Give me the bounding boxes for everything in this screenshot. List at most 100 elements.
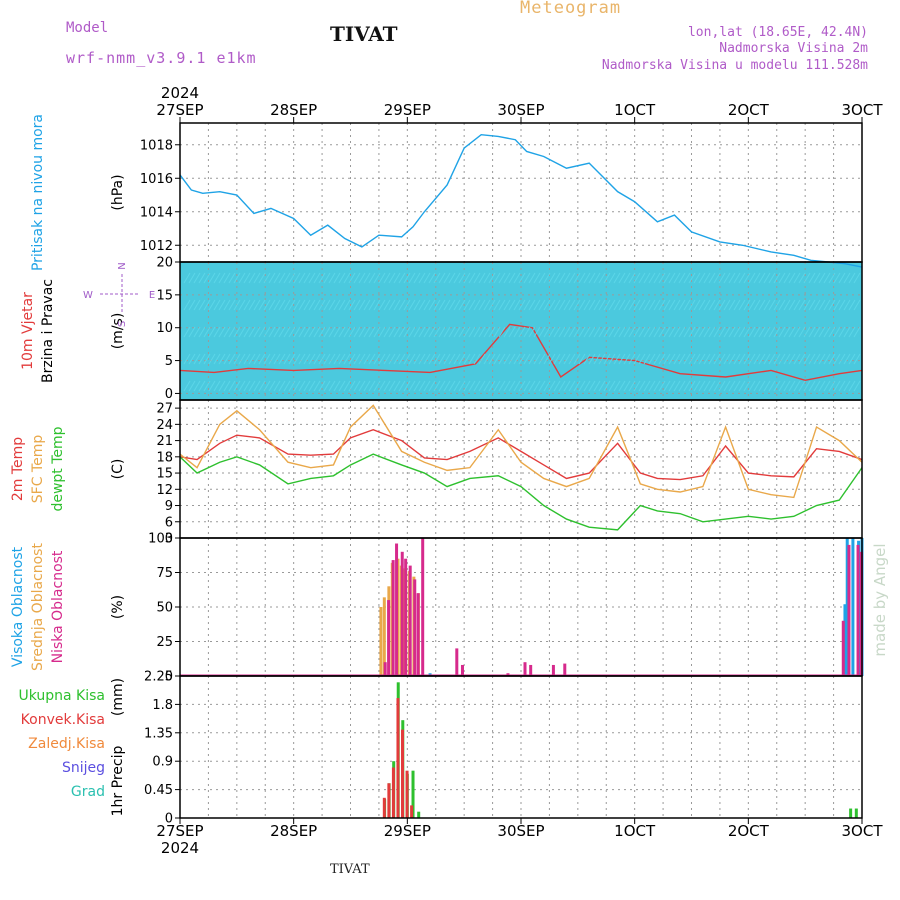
time-label-top: 3OCT	[842, 101, 884, 119]
wind-barb	[718, 326, 726, 338]
wind-barb	[248, 326, 256, 338]
wind-barb	[313, 380, 321, 392]
wind-barb	[783, 272, 791, 284]
wind-barb	[778, 380, 786, 392]
wind-barb	[793, 299, 801, 311]
wind-barb	[473, 380, 481, 392]
wind-barb	[748, 272, 756, 284]
wind-barb	[533, 353, 541, 365]
wind-barb	[693, 299, 701, 311]
wind-barb	[338, 326, 346, 338]
wind-barb	[628, 380, 636, 392]
wind-barb	[523, 353, 531, 365]
wind-barb	[613, 326, 621, 338]
wind-barb	[663, 353, 671, 365]
y-tick-label: 6	[165, 515, 173, 530]
wind-barb	[408, 272, 416, 284]
wind-barb	[608, 326, 616, 338]
wind-barb	[423, 272, 431, 284]
bar-ukupna-kisa	[417, 811, 421, 818]
wind-barb	[553, 380, 561, 392]
wind-barb	[223, 380, 231, 392]
panel-label-pritisak-na-nivou-mora: Pritisak na nivou mora	[30, 114, 46, 271]
wind-barb	[453, 299, 461, 311]
wind-barb	[543, 272, 551, 284]
wind-barb	[293, 299, 301, 311]
wind-barb	[553, 353, 561, 365]
wind-barb	[618, 326, 626, 338]
wind-barb	[528, 326, 536, 338]
wind-barb	[523, 272, 531, 284]
wind-barb	[613, 272, 621, 284]
wind-barb	[438, 272, 446, 284]
bar-niska-oblacnost	[460, 664, 464, 676]
wind-barb	[373, 380, 381, 392]
model-elevation: Nadmorska Visina u modelu 111.528m	[601, 58, 868, 73]
series-line-dewpt-temp	[179, 453, 863, 531]
wind-barb	[548, 380, 556, 392]
wind-barb	[798, 326, 806, 338]
wind-barb	[553, 299, 561, 311]
wind-barb	[833, 326, 841, 338]
wind-barb	[373, 353, 381, 365]
wind-barb	[438, 353, 446, 365]
wind-barb	[228, 272, 236, 284]
wind-barb	[453, 353, 461, 365]
wind-barb	[788, 380, 796, 392]
wind-barb	[658, 272, 666, 284]
wind-barb	[353, 353, 361, 365]
wind-barb	[658, 326, 666, 338]
wind-barb	[573, 353, 581, 365]
wind-barb	[523, 326, 531, 338]
wind-barb	[368, 380, 376, 392]
wind-barb	[533, 326, 541, 338]
wind-barb	[848, 380, 856, 392]
wind-barb	[623, 272, 631, 284]
wind-barb	[363, 380, 371, 392]
wind-barb	[678, 272, 686, 284]
wind-barb	[618, 272, 626, 284]
wind-barb	[593, 326, 601, 338]
wind-barb	[228, 353, 236, 365]
wind-barb	[538, 326, 546, 338]
wind-barb	[398, 326, 406, 338]
wind-barb	[693, 353, 701, 365]
wind-barb	[368, 299, 376, 311]
time-label-bottom: 29SEP	[384, 822, 431, 840]
wind-barb	[628, 299, 636, 311]
wind-barb	[708, 299, 716, 311]
wind-barb	[808, 353, 816, 365]
wind-barb	[648, 299, 656, 311]
y-tick-label: 1.8	[152, 698, 173, 713]
wind-barb	[253, 299, 261, 311]
wind-barb	[788, 299, 796, 311]
wind-barb	[238, 326, 246, 338]
wind-barb	[713, 272, 721, 284]
bar-niska-oblacnost	[413, 579, 417, 676]
wind-barb	[598, 326, 606, 338]
wind-barb	[253, 326, 261, 338]
wind-barb	[448, 353, 456, 365]
footer-station-label: TIVAT	[330, 862, 370, 877]
wind-barb	[623, 299, 631, 311]
wind-barb	[773, 380, 781, 392]
wind-barb	[513, 299, 521, 311]
wind-barb	[253, 380, 261, 392]
wind-barb	[748, 380, 756, 392]
wind-barb	[393, 326, 401, 338]
wind-barb	[768, 380, 776, 392]
wind-barb	[628, 326, 636, 338]
wind-barb	[793, 272, 801, 284]
wind-barb	[498, 353, 506, 365]
wind-barb	[433, 326, 441, 338]
wind-barb	[633, 272, 641, 284]
wind-barb	[568, 326, 576, 338]
wind-barb	[418, 353, 426, 365]
wind-barb	[673, 380, 681, 392]
wind-barb	[723, 299, 731, 311]
legend-grad: Grad	[71, 784, 105, 800]
wind-barb	[828, 353, 836, 365]
wind-barb	[248, 299, 256, 311]
wind-barb	[578, 272, 586, 284]
